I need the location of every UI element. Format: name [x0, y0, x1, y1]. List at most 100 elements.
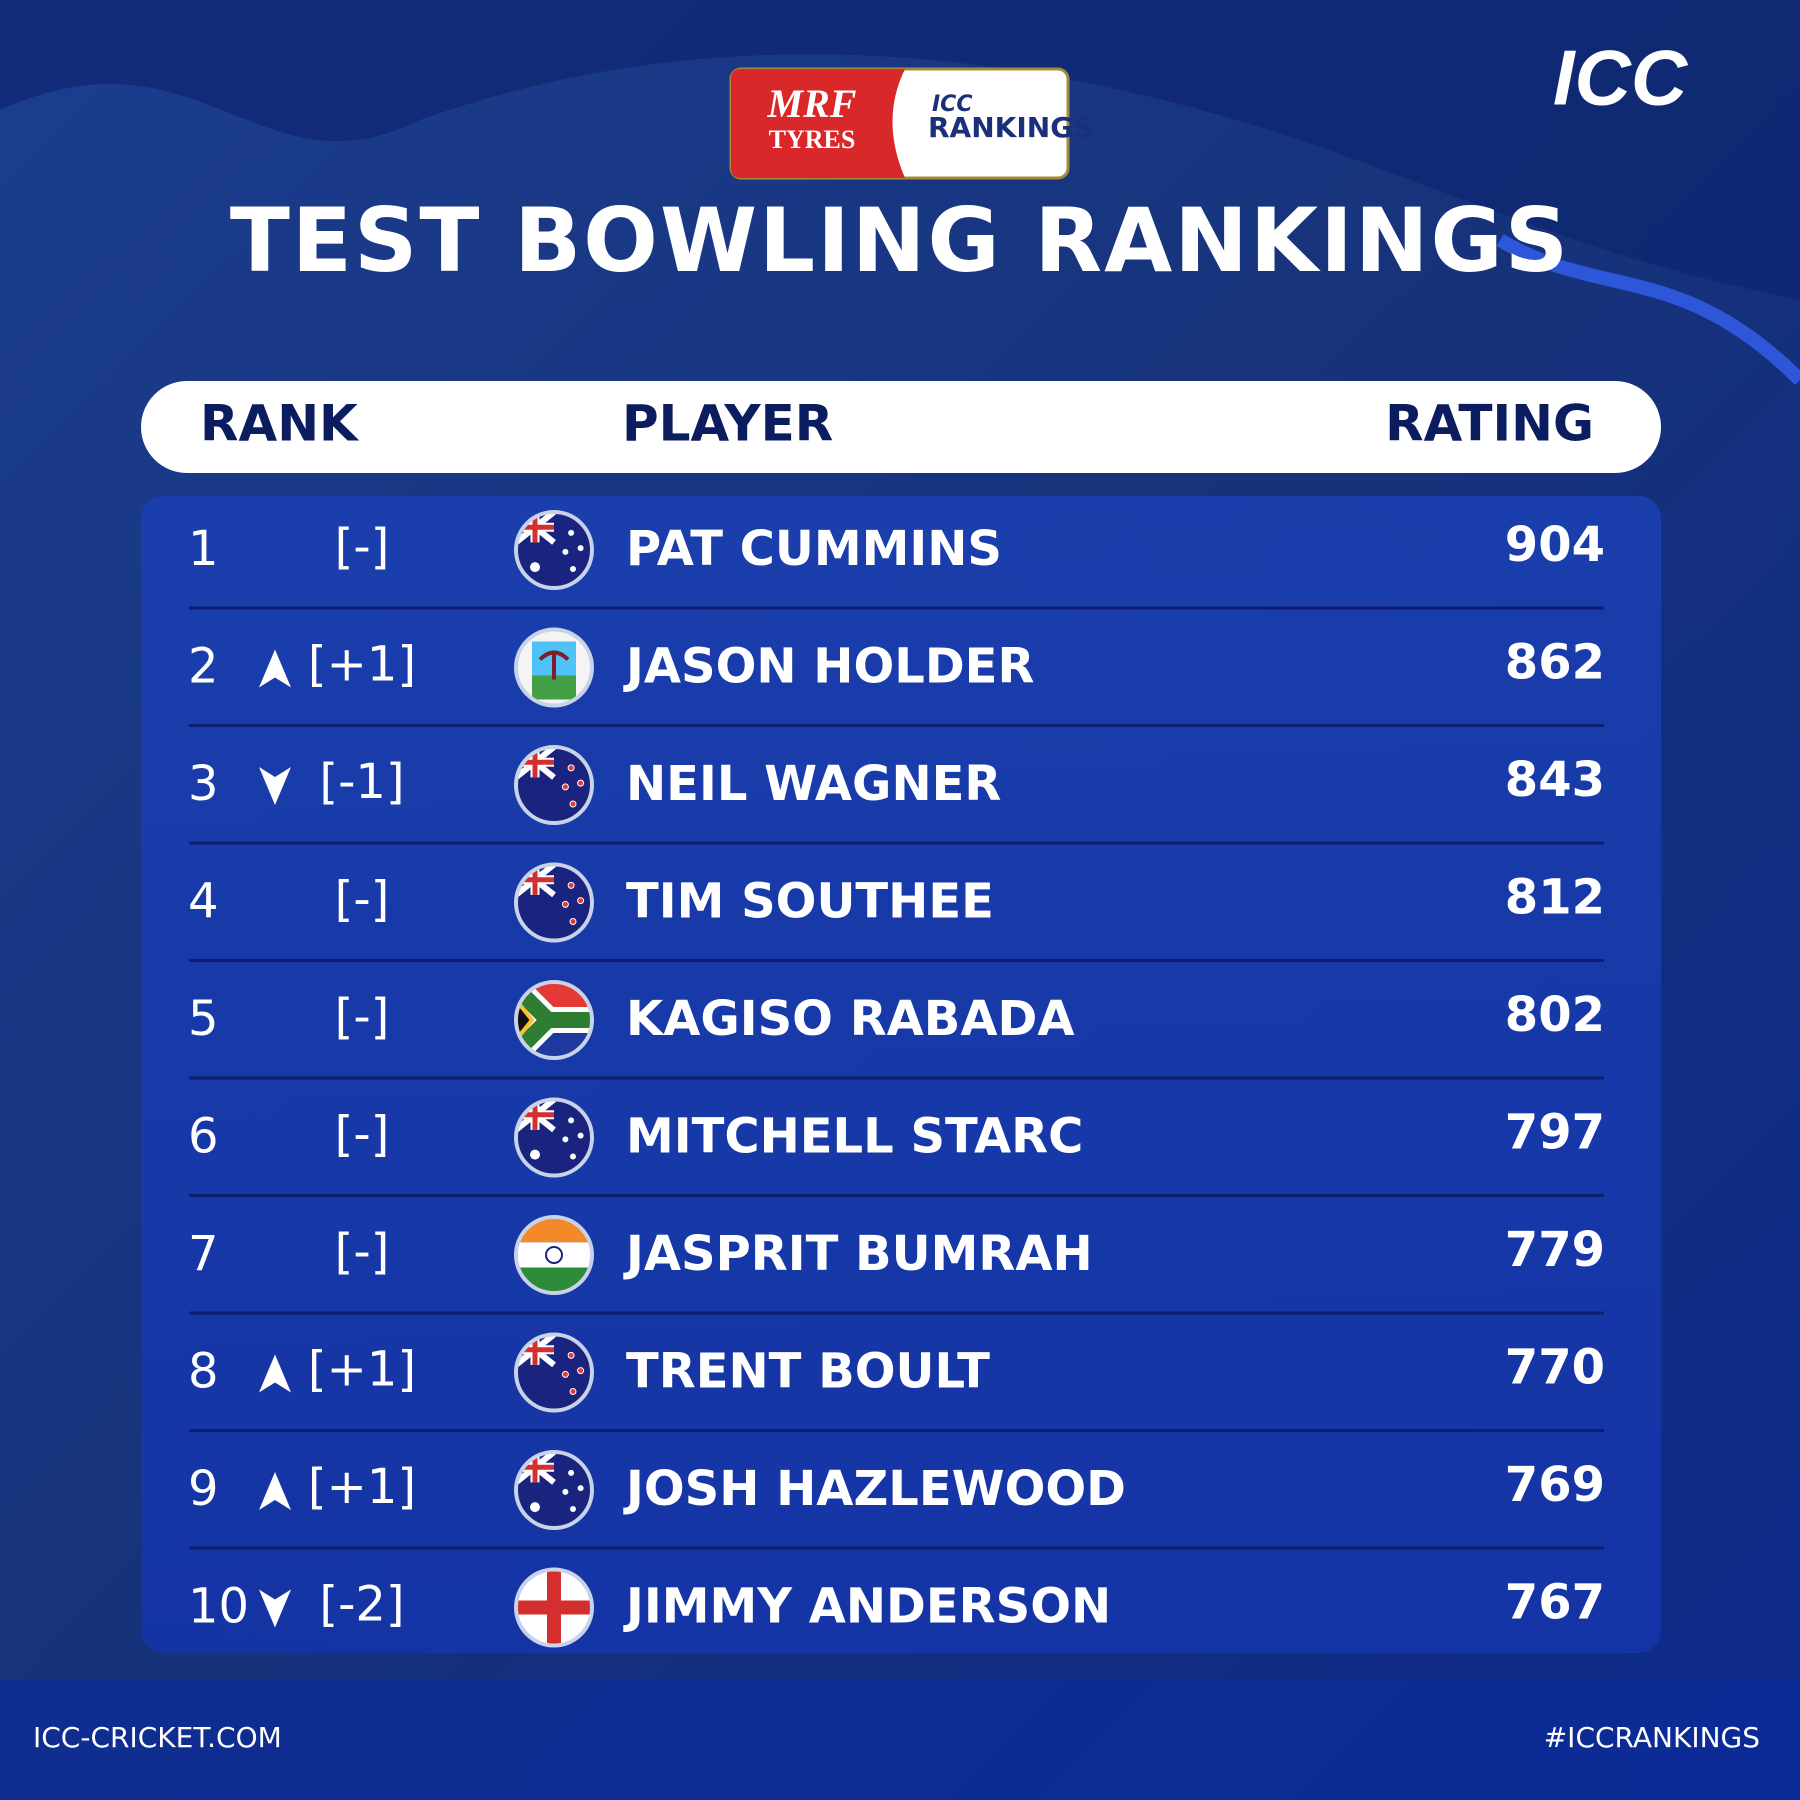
rank-change: [-1]: [319, 754, 404, 810]
table-row: 9 [+1] JOSH HAZLEWOOD 769: [188, 1450, 1605, 1550]
rank-down-arrow: [259, 1589, 291, 1628]
rank-change: [+1]: [308, 1459, 416, 1515]
rank: 1: [188, 521, 219, 577]
flag: [516, 1099, 592, 1176]
table-row: 10 [-2] JIMMY ANDERSON 767: [188, 1567, 1605, 1648]
player-name: JOSH HAZLEWOOD: [623, 1461, 1126, 1517]
player-name: MITCHELL STARC: [626, 1109, 1083, 1165]
player-name: TRENT BOULT: [626, 1344, 990, 1400]
column-header: RANK: [200, 395, 360, 453]
player-name: NEIL WAGNER: [626, 756, 1001, 812]
flag-star: [569, 1388, 577, 1395]
flag-cross: [516, 1569, 592, 1646]
table-row: 2 [+1] JASON HOLDER 862: [188, 627, 1605, 727]
rank-change: [+1]: [308, 637, 416, 693]
player-name: JASPRIT BUMRAH: [623, 1226, 1093, 1282]
rating: 770: [1505, 1340, 1605, 1396]
table-rows: 1 [-] PAT CUMMINS 904 2 [+1] JASON HOLDER 862 3 […: [188, 510, 1605, 1648]
rating: 779: [1505, 1222, 1605, 1278]
rank: 6: [188, 1109, 219, 1165]
background-wave: [0, 0, 1800, 300]
rank: 7: [188, 1226, 219, 1282]
background-stroke: [1496, 233, 1800, 385]
flag-ring: [514, 627, 594, 708]
player-name: KAGISO RABADA: [626, 991, 1075, 1047]
rank: 9: [188, 1461, 219, 1517]
flag-star: [568, 529, 575, 536]
rating: 797: [1505, 1105, 1605, 1161]
flag: [516, 1217, 592, 1293]
player-name: JASON HOLDER: [623, 639, 1034, 695]
flag-star: [569, 800, 577, 808]
flag: [516, 1452, 592, 1528]
badge-brand-sub: TYRES: [769, 125, 856, 154]
flag-star: [562, 1488, 569, 1495]
rating: 802: [1505, 987, 1605, 1043]
background-floor: [0, 1680, 1800, 1800]
rank-change: [-]: [335, 1224, 390, 1280]
rank-change: [-]: [335, 872, 390, 928]
flag-star: [569, 918, 577, 925]
flag-star: [577, 545, 584, 552]
icc-logo: ICC: [1553, 34, 1689, 122]
rank-up-arrow: [259, 1354, 291, 1393]
flag-ring: [514, 1450, 594, 1530]
flag: [516, 1569, 592, 1646]
rank: 4: [188, 874, 219, 930]
flag-green-y: [516, 982, 592, 1058]
flag-star: [567, 1351, 575, 1359]
rank-change: [+1]: [308, 1342, 416, 1398]
badge-org: ICC: [932, 92, 972, 117]
flag-ring: [514, 745, 594, 825]
rank-change: [-]: [335, 519, 390, 575]
column-header: RATING: [1385, 395, 1594, 453]
flag-star: [570, 1153, 576, 1160]
rank-up-arrow: [259, 1472, 291, 1510]
flag-star: [530, 1149, 540, 1160]
table-row: 7 [-] JASPRIT BUMRAH 779: [188, 1215, 1605, 1315]
flag-star: [570, 566, 576, 572]
flag-star: [568, 1117, 575, 1124]
rating: 862: [1505, 635, 1605, 691]
flag-black: [516, 994, 535, 1046]
header-bar: [141, 381, 1661, 473]
flag-star: [568, 1469, 575, 1476]
flag-star: [562, 1136, 569, 1143]
flag-star: [561, 783, 569, 791]
sponsor-badge: MRF TYRES ICC RANKINGS: [729, 67, 1093, 180]
flag: [516, 1334, 592, 1411]
flag-ring: [514, 1567, 594, 1648]
flag: [516, 629, 592, 706]
flag-star: [561, 1370, 569, 1378]
rank-down-arrow: [259, 767, 291, 805]
flag-ring: [514, 1097, 594, 1178]
rating: 767: [1505, 1575, 1605, 1631]
player-name: JIMMY ANDERSON: [623, 1579, 1111, 1635]
flag-chakra: [545, 1246, 563, 1264]
rating: 843: [1505, 752, 1605, 808]
table-row: 1 [-] PAT CUMMINS 904: [188, 510, 1605, 610]
player-name: PAT CUMMINS: [626, 521, 1002, 577]
rank: 2: [188, 639, 219, 695]
flag-ring: [514, 1215, 594, 1295]
footer-left: ICC-CRICKET.COM: [33, 1721, 282, 1754]
flag-ring: [514, 862, 594, 943]
flag-ring: [514, 1332, 594, 1413]
flag-star: [530, 1502, 540, 1513]
player-name: TIM SOUTHEE: [626, 874, 994, 930]
badge-label: RANKINGS: [928, 111, 1093, 144]
table-row: 4 [-] TIM SOUTHEE 812: [188, 862, 1605, 962]
flag-star: [567, 764, 575, 772]
rank: 8: [188, 1344, 219, 1400]
title: TEST BOWLING RANKINGS: [230, 189, 1570, 292]
rank-up-arrow: [259, 649, 291, 688]
flag-ring: [514, 980, 594, 1060]
rank: 3: [188, 756, 219, 812]
column-header: PLAYER: [622, 395, 833, 453]
footer-right: #ICCRANKINGS: [1544, 1721, 1760, 1754]
flag-star: [530, 562, 540, 573]
flag-star: [570, 1506, 576, 1512]
flag-star: [577, 897, 585, 905]
